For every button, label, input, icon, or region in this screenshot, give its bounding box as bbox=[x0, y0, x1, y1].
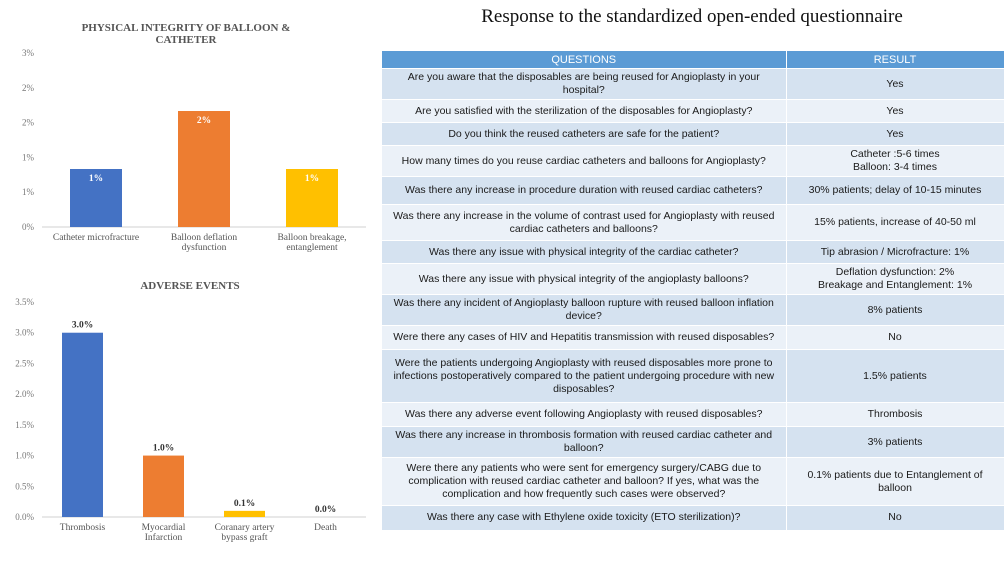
result-cell: No bbox=[786, 505, 1005, 530]
result-cell: Yes bbox=[786, 122, 1005, 146]
table-body: Are you aware that the disposables are b… bbox=[382, 68, 1005, 530]
question-cell: Were there any patients who were sent fo… bbox=[382, 457, 787, 506]
question-cell: Are you aware that the disposables are b… bbox=[382, 68, 787, 100]
questionnaire-title: Response to the standardized open-ended … bbox=[481, 6, 903, 27]
table-row: Are you aware that the disposables are b… bbox=[382, 68, 1005, 100]
header-questions: QUESTIONS bbox=[382, 51, 787, 69]
category-label: Balloon deflation bbox=[171, 232, 237, 243]
question-cell: Was there any issue with physical integr… bbox=[382, 263, 787, 295]
y-tick-label: 1.0% bbox=[15, 451, 34, 461]
result-cell: 30% patients; delay of 10-15 minutes bbox=[786, 176, 1005, 205]
result-cell: Tip abrasion / Microfracture: 1% bbox=[786, 240, 1005, 264]
question-cell: Were there any cases of HIV and Hepatiti… bbox=[382, 325, 787, 350]
table-row: Was there any increase in procedure dura… bbox=[382, 176, 1005, 205]
data-label: 1.0% bbox=[153, 444, 174, 454]
result-cell: 3% patients bbox=[786, 426, 1005, 458]
data-label: 0.0% bbox=[315, 505, 336, 515]
chart-title: PHYSICAL INTEGRITY OF BALLOON & bbox=[82, 22, 291, 34]
y-tick-label: 3.5% bbox=[15, 297, 34, 307]
result-cell: 15% patients, increase of 40-50 ml bbox=[786, 204, 1005, 241]
category-label: bypass graft bbox=[221, 532, 268, 543]
table-row: Are you satisfied with the sterilization… bbox=[382, 99, 1005, 123]
result-cell: No bbox=[786, 325, 1005, 350]
result-cell: 0.1% patients due to Entanglement of bal… bbox=[786, 457, 1005, 506]
adverse-events-chart-svg: ADVERSE EVENTS 0.0% 0.5% 1.0% 1.5% 2.0% 2.5% 3.… bbox=[15, 280, 366, 543]
result-cell: Thrombosis bbox=[786, 402, 1005, 427]
result-cell: 8% patients bbox=[786, 294, 1005, 326]
result-cell: Catheter :5-6 times Balloon: 3-4 times bbox=[786, 145, 1005, 177]
category-label: Infarction bbox=[145, 532, 183, 543]
category-label: Coranary artery bbox=[215, 523, 275, 533]
table-row: Was there any incident of Angioplasty ba… bbox=[382, 294, 1005, 326]
table-row: Were the patients undergoing Angioplasty… bbox=[382, 349, 1005, 403]
y-tick-label: 1% bbox=[22, 152, 35, 162]
y-tick-label: 0.5% bbox=[15, 481, 34, 491]
category-label: Myocardial bbox=[142, 523, 186, 533]
table-row: Was there any issue with physical integr… bbox=[382, 240, 1005, 264]
y-tick-label: 1% bbox=[22, 187, 35, 197]
table-row: Were there any cases of HIV and Hepatiti… bbox=[382, 325, 1005, 350]
category-label: Death bbox=[314, 523, 337, 533]
question-cell: Do you think the reused catheters are sa… bbox=[382, 122, 787, 146]
table-row: Was there any increase in the volume of … bbox=[382, 204, 1005, 241]
header-result: RESULT bbox=[786, 51, 1005, 69]
bar bbox=[224, 510, 265, 517]
category-label: entanglement bbox=[286, 243, 338, 253]
question-cell: Was there any issue with physical integr… bbox=[382, 240, 787, 264]
question-cell: Was there any increase in thrombosis for… bbox=[382, 426, 787, 458]
y-tick-label: 0% bbox=[22, 222, 35, 232]
question-cell: How many times do you reuse cardiac cath… bbox=[382, 145, 787, 177]
bar bbox=[286, 169, 338, 227]
y-tick-label: 2.0% bbox=[15, 389, 34, 399]
category-label: Catheter microfracture bbox=[53, 232, 139, 243]
table-row: Was there any issue with physical integr… bbox=[382, 263, 1005, 295]
chart-title: ADVERSE EVENTS bbox=[140, 280, 239, 292]
data-label: 3.0% bbox=[72, 321, 93, 331]
result-cell: Deflation dysfunction: 2% Breakage and En… bbox=[786, 263, 1005, 295]
category-label: Thrombosis bbox=[60, 523, 106, 533]
table-header-row: QUESTIONS RESULT bbox=[382, 51, 1005, 69]
questionnaire-table: QUESTIONS RESULT Are you aware that the … bbox=[382, 51, 1005, 530]
table-row: Was there any adverse event following An… bbox=[382, 402, 1005, 427]
question-cell: Was there any incident of Angioplasty ba… bbox=[382, 294, 787, 326]
question-cell: Was there any increase in procedure dura… bbox=[382, 176, 787, 205]
table-row: Were there any patients who were sent fo… bbox=[382, 457, 1005, 506]
data-label: 1% bbox=[305, 174, 319, 184]
physical-integrity-chart-svg: PHYSICAL INTEGRITY OF BALLOON &CATHETER 0… bbox=[22, 22, 366, 253]
bar bbox=[62, 332, 103, 517]
y-tick-label: 3.0% bbox=[15, 328, 34, 338]
question-cell: Was there any case with Ethylene oxide t… bbox=[382, 505, 787, 530]
question-cell: Was there any adverse event following An… bbox=[382, 402, 787, 427]
result-cell: 1.5% patients bbox=[786, 349, 1005, 403]
y-tick-label: 3% bbox=[22, 48, 35, 58]
y-tick-label: 2.5% bbox=[15, 358, 34, 368]
y-tick-label: 2% bbox=[22, 118, 35, 128]
table-row: Do you think the reused catheters are sa… bbox=[382, 122, 1005, 146]
question-cell: Was there any increase in the volume of … bbox=[382, 204, 787, 241]
data-label: 2% bbox=[197, 116, 211, 126]
bar bbox=[178, 111, 230, 227]
data-label: 1% bbox=[89, 174, 103, 184]
table-row: Was there any increase in thrombosis for… bbox=[382, 426, 1005, 458]
y-tick-label: 1.5% bbox=[15, 420, 34, 430]
category-label: dysfunction bbox=[182, 242, 227, 253]
bar bbox=[143, 455, 184, 517]
result-cell: Yes bbox=[786, 68, 1005, 100]
physical-integrity-chart: PHYSICAL INTEGRITY OF BALLOON & CATHETER 0… bbox=[0, 0, 370, 262]
adverse-events-chart: ADVERSE EVENTS 0.0% 0.5% 1.0% 1.5% 2.0% 2.5% 3.… bbox=[0, 262, 370, 588]
bar bbox=[70, 169, 122, 227]
result-cell: Yes bbox=[786, 99, 1005, 123]
data-label: 0.1% bbox=[234, 499, 255, 509]
category-label: Balloon breakage, bbox=[277, 233, 346, 243]
table-row: Was there any case with Ethylene oxide t… bbox=[382, 505, 1005, 530]
question-cell: Are you satisfied with the sterilization… bbox=[382, 99, 787, 123]
question-cell: Were the patients undergoing Angioplasty… bbox=[382, 349, 787, 403]
y-tick-label: 0.0% bbox=[15, 512, 34, 522]
y-tick-label: 2% bbox=[22, 83, 35, 93]
table-row: How many times do you reuse cardiac cath… bbox=[382, 145, 1005, 177]
chart-title: CATHETER bbox=[156, 34, 218, 46]
